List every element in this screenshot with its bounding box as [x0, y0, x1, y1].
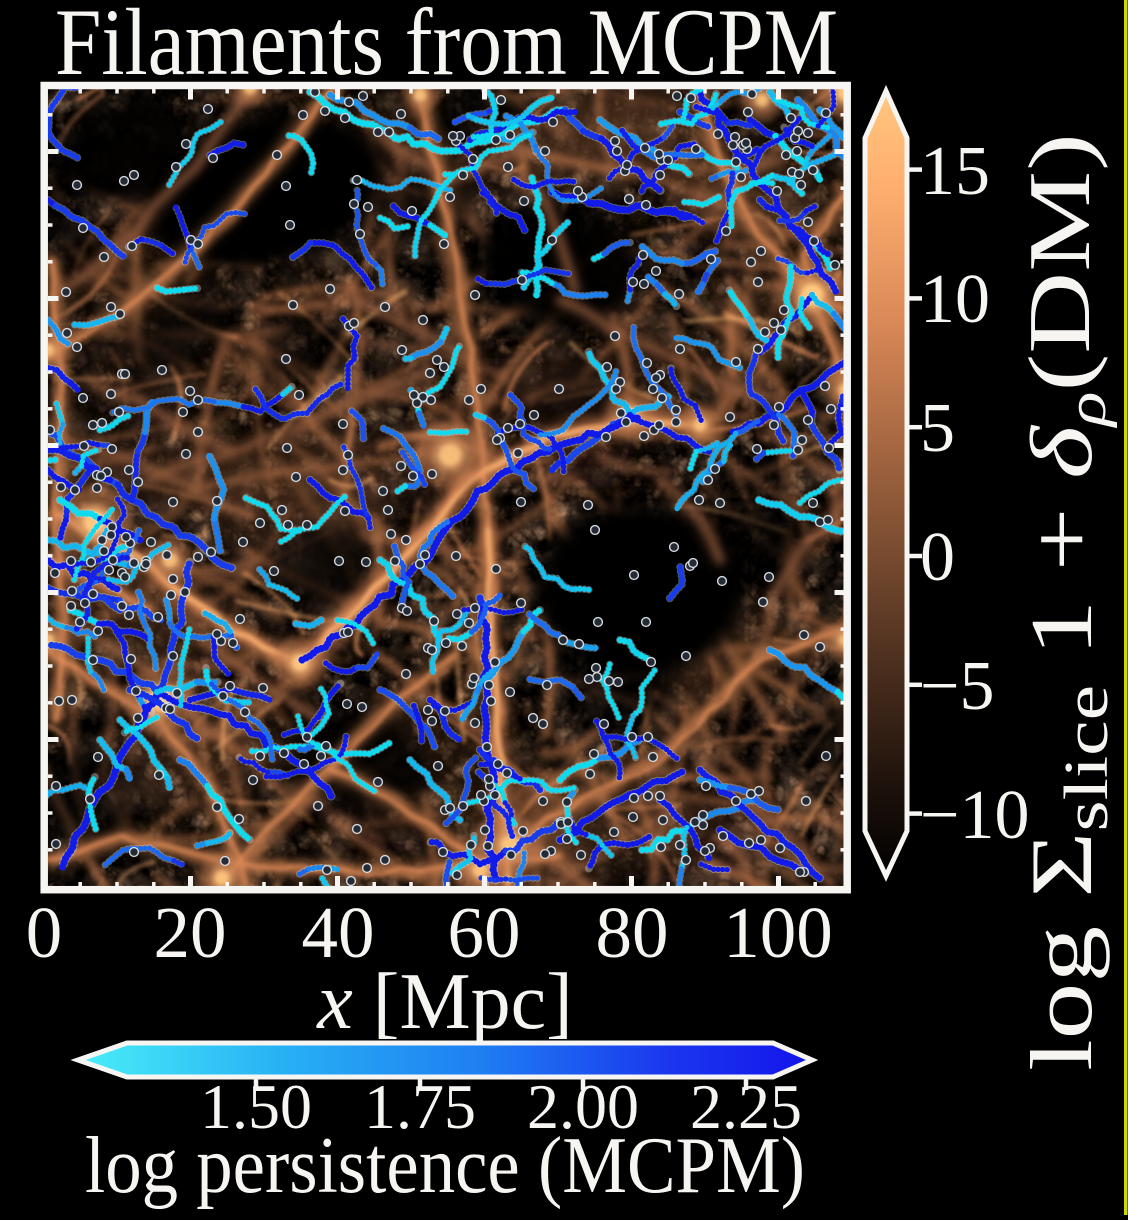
svg-text:0: 0: [920, 519, 955, 596]
svg-text:log Σslice 1 + δρ(DM): log Σslice 1 + δρ(DM): [1010, 133, 1121, 1071]
svg-text:40: 40: [302, 892, 375, 973]
svg-text:80: 80: [596, 892, 669, 973]
svg-text:−10: −10: [920, 777, 1029, 854]
svg-text:2.25: 2.25: [690, 1071, 802, 1142]
svg-text:0: 0: [26, 892, 63, 973]
svg-text:15: 15: [920, 133, 990, 210]
svg-text:1.50: 1.50: [200, 1071, 312, 1142]
svg-text:20: 20: [154, 892, 227, 973]
svg-text:1.75: 1.75: [364, 1071, 476, 1142]
svg-text:100: 100: [723, 892, 833, 973]
svg-text:Filaments from MCPM: Filaments from MCPM: [55, 0, 838, 95]
svg-text:5: 5: [920, 390, 955, 467]
svg-text:x [Mpc]: x [Mpc]: [316, 958, 572, 1046]
svg-text:60: 60: [448, 892, 521, 973]
svg-text:−5: −5: [920, 648, 994, 725]
svg-text:log persistence (MCPM): log persistence (MCPM): [85, 1122, 805, 1210]
svg-text:2.00: 2.00: [527, 1071, 639, 1142]
svg-text:10: 10: [920, 261, 990, 338]
